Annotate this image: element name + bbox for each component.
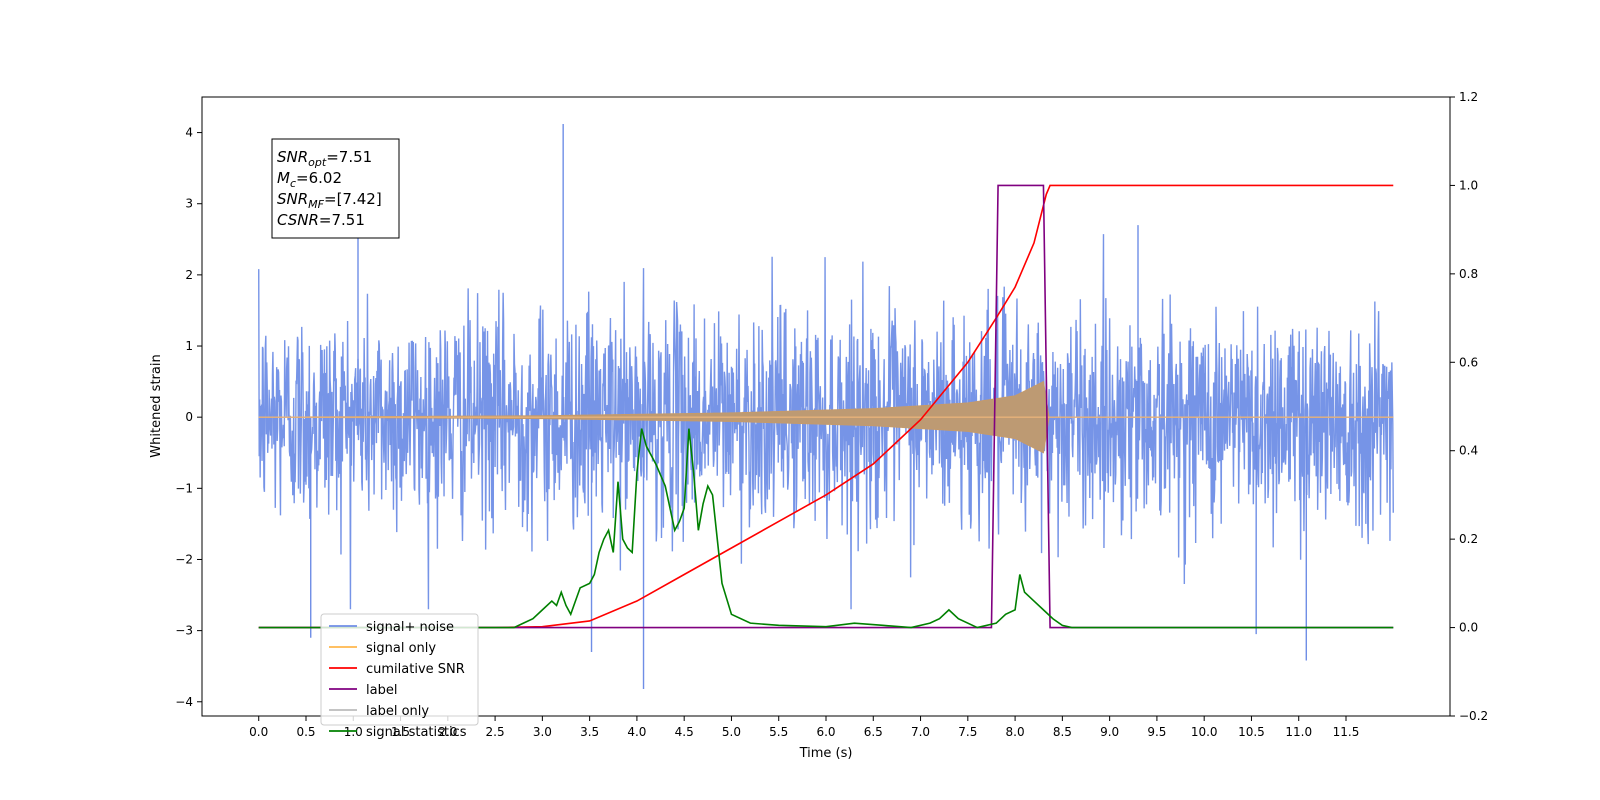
x-tick-label: 0.5 — [296, 725, 315, 739]
x-tick-label: 5.0 — [722, 725, 741, 739]
x-tick-label: 7.5 — [958, 725, 977, 739]
x-tick-label: 5.5 — [769, 725, 788, 739]
legend-label: label — [366, 683, 397, 698]
x-tick-label: 11.5 — [1333, 725, 1360, 739]
annotation-value: =7.51 — [326, 148, 372, 166]
x-axis: 0.0 0.5 1.0 1.5 2.0 2.5 3.0 3.5 4.0 4.5 5.0 5.5 6.0 6… — [249, 716, 1359, 739]
x-tick-label: 6.0 — [816, 725, 835, 739]
x-tick-label: 2.5 — [486, 725, 505, 739]
annotation-sub: MF — [308, 198, 324, 211]
annotation-line: SNRopt=7.51 — [277, 148, 372, 169]
x-tick-label: 0.0 — [249, 725, 268, 739]
annotation-var: M — [277, 169, 290, 187]
y-axis-left: 4 3 2 1 0 −1 −2 −3 −4 — [175, 126, 202, 709]
x-tick-label: 4.0 — [627, 725, 646, 739]
y2-tick-label: 0.0 — [1459, 621, 1478, 635]
annotation-var: CSNR — [277, 211, 319, 229]
y2-tick-label: 1.2 — [1459, 90, 1478, 104]
y2-tick-label: 0.6 — [1459, 355, 1478, 369]
annotation-line: Mc=6.02 — [277, 169, 342, 190]
legend-label: signal statistics — [366, 725, 467, 740]
y-axis-right: 1.2 1.0 0.8 0.6 0.4 0.2 0.0 −0.2 — [1450, 90, 1488, 723]
x-tick-label: 10.0 — [1191, 725, 1218, 739]
annotation-line: CSNR=7.51 — [277, 211, 365, 229]
annotation-sub: c — [290, 177, 296, 190]
annotation-sub: opt — [308, 156, 327, 169]
y-axis-label: Whitened strain — [149, 354, 164, 457]
annotation-value: =[7.42] — [324, 190, 382, 208]
legend-label: label only — [366, 704, 429, 719]
legend-frame — [320, 613, 479, 726]
legend-label: signal only — [366, 641, 436, 656]
annotation-line: SNRMF=[7.42] — [277, 190, 382, 211]
y2-tick-label: 0.8 — [1459, 267, 1478, 281]
x-tick-label: 8.5 — [1053, 725, 1072, 739]
x-tick-label: 6.5 — [864, 725, 883, 739]
y2-tick-label: 1.0 — [1459, 178, 1478, 192]
x-tick-label: 4.5 — [675, 725, 694, 739]
y2-tick-label: 0.4 — [1459, 444, 1478, 458]
x-tick-label: 9.0 — [1100, 725, 1119, 739]
annotation-value: =7.51 — [319, 211, 365, 229]
x-axis-label: Time (s) — [799, 746, 853, 761]
x-tick-label: 1.5 — [391, 725, 410, 739]
y-tick-label: −4 — [175, 695, 193, 709]
x-tick-label: 1.0 — [344, 725, 363, 739]
annotation-var: SNR — [277, 148, 308, 166]
legend-label: signal+ noise — [366, 620, 454, 635]
y-tick-label: −1 — [175, 481, 193, 495]
y-tick-label: 1 — [185, 339, 193, 353]
x-tick-label: 3.0 — [533, 725, 552, 739]
y2-tick-label: 0.2 — [1459, 532, 1478, 546]
annotation-value: =6.02 — [296, 169, 342, 187]
series-cumilative-snr-line — [258, 184, 1394, 629]
x-tick-label: 3.5 — [580, 725, 599, 739]
series-layer — [258, 124, 1394, 689]
x-tick-label: 10.5 — [1238, 725, 1265, 739]
annotation-frame — [271, 138, 400, 239]
series-signal-statistics-line — [258, 428, 1394, 629]
x-tick-label: 8.0 — [1006, 725, 1025, 739]
y-tick-label: 4 — [185, 126, 193, 140]
x-tick-label: 2.0 — [438, 725, 457, 739]
legend-label: cumilative SNR — [366, 662, 465, 677]
legend: signal+ noise signal only cumilative SNR la… — [320, 613, 479, 740]
y-tick-label: −2 — [175, 552, 193, 566]
x-tick-label: 11.0 — [1285, 725, 1312, 739]
annotation-var: SNR — [277, 190, 308, 208]
y2-tick-label: −0.2 — [1459, 709, 1488, 723]
y-tick-label: 0 — [185, 410, 193, 424]
y-tick-label: 3 — [185, 197, 193, 211]
y-tick-label: 2 — [185, 268, 193, 282]
y-tick-label: −3 — [175, 624, 193, 638]
x-tick-label: 7.0 — [911, 725, 930, 739]
x-tick-label: 9.5 — [1147, 725, 1166, 739]
series-signal-noise-line — [258, 234, 1394, 610]
